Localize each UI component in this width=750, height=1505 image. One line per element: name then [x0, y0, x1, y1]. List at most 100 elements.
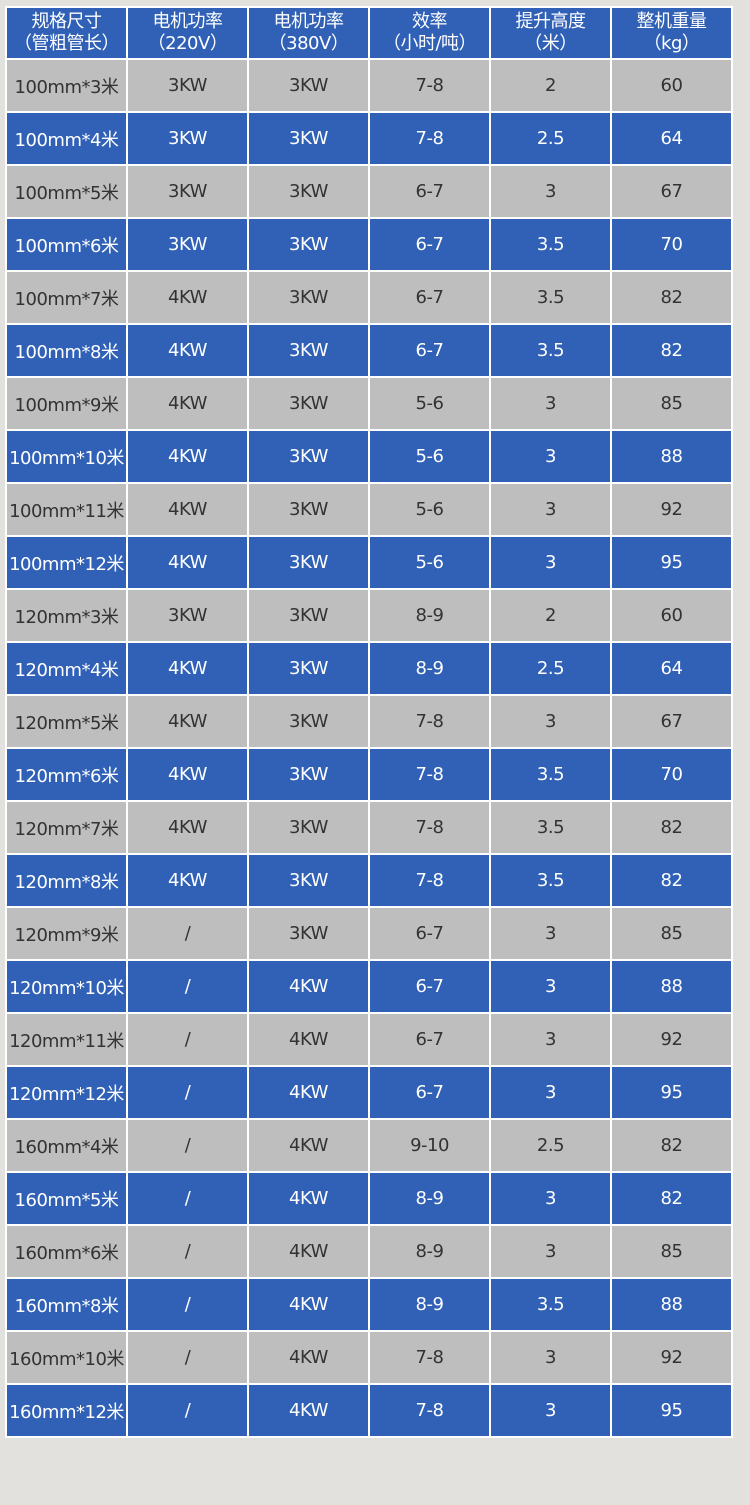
spec-table: 规格尺寸 （管粗管长） 电机功率 （220V） 电机功率 （380V） 效率 （小时/吨） 提升…: [5, 6, 733, 1438]
header-line: 规格尺寸: [31, 11, 103, 32]
table-row: 100mm*9米 4KW 3KW 5-6 3 85: [5, 376, 733, 431]
cell-weight: 64: [610, 641, 733, 696]
header-power-380v: 电机功率 （380V）: [247, 6, 370, 60]
cell-lift-height: 3: [489, 1012, 612, 1067]
cell-power-380v: 3KW: [247, 747, 370, 802]
cell-weight: 88: [610, 1277, 733, 1332]
cell-power-220v: 3KW: [126, 111, 249, 166]
cell-spec: 100mm*6米: [5, 217, 128, 272]
cell-spec: 120mm*12米: [5, 1065, 128, 1120]
table-row: 100mm*4米 3KW 3KW 7-8 2.5 64: [5, 111, 733, 166]
header-line: （管粗管长）: [14, 33, 120, 54]
cell-power-220v: 4KW: [126, 747, 249, 802]
cell-lift-height: 3: [489, 959, 612, 1014]
cell-spec: 120mm*11米: [5, 1012, 128, 1067]
cell-power-380v: 4KW: [247, 1383, 370, 1438]
cell-efficiency: 5-6: [368, 482, 491, 537]
cell-efficiency: 6-7: [368, 959, 491, 1014]
cell-spec: 100mm*4米: [5, 111, 128, 166]
header-power-220v: 电机功率 （220V）: [126, 6, 249, 60]
table-row: 100mm*12米 4KW 3KW 5-6 3 95: [5, 535, 733, 590]
cell-efficiency: 7-8: [368, 111, 491, 166]
cell-power-380v: 4KW: [247, 1171, 370, 1226]
table-row: 100mm*8米 4KW 3KW 6-7 3.5 82: [5, 323, 733, 378]
cell-power-220v: 4KW: [126, 376, 249, 431]
table-row: 100mm*5米 3KW 3KW 6-7 3 67: [5, 164, 733, 219]
header-line: 效率: [412, 11, 448, 32]
cell-power-220v: 4KW: [126, 270, 249, 325]
cell-efficiency: 9-10: [368, 1118, 491, 1173]
cell-efficiency: 7-8: [368, 1383, 491, 1438]
cell-weight: 88: [610, 429, 733, 484]
cell-power-380v: 3KW: [247, 164, 370, 219]
table-row: 100mm*11米 4KW 3KW 5-6 3 92: [5, 482, 733, 537]
cell-lift-height: 3: [489, 429, 612, 484]
header-line: 电机功率: [273, 11, 345, 32]
cell-efficiency: 6-7: [368, 164, 491, 219]
cell-lift-height: 3: [489, 694, 612, 749]
cell-weight: 67: [610, 694, 733, 749]
header-line: （380V）: [268, 33, 349, 54]
cell-power-380v: 4KW: [247, 1277, 370, 1332]
table-row: 100mm*3米 3KW 3KW 7-8 2 60: [5, 58, 733, 113]
cell-power-220v: /: [126, 1065, 249, 1120]
table-row: 120mm*5米 4KW 3KW 7-8 3 67: [5, 694, 733, 749]
cell-power-220v: 3KW: [126, 58, 249, 113]
cell-weight: 67: [610, 164, 733, 219]
cell-power-380v: 3KW: [247, 853, 370, 908]
table-row: 120mm*9米/3KW 6-7 3 85: [5, 906, 733, 961]
cell-efficiency: 6-7: [368, 1065, 491, 1120]
cell-spec: 100mm*11米: [5, 482, 128, 537]
cell-power-380v: 3KW: [247, 58, 370, 113]
cell-power-220v: /: [126, 1012, 249, 1067]
cell-power-220v: /: [126, 1277, 249, 1332]
cell-lift-height: 3: [489, 1224, 612, 1279]
cell-spec: 100mm*8米: [5, 323, 128, 378]
cell-efficiency: 7-8: [368, 747, 491, 802]
cell-efficiency: 7-8: [368, 1330, 491, 1385]
header-line: 提升高度: [515, 11, 587, 32]
cell-spec: 120mm*5米: [5, 694, 128, 749]
cell-weight: 60: [610, 58, 733, 113]
cell-power-220v: 3KW: [126, 217, 249, 272]
cell-spec: 160mm*10米: [5, 1330, 128, 1385]
cell-weight: 82: [610, 1118, 733, 1173]
cell-power-380v: 3KW: [247, 482, 370, 537]
table-row: 100mm*7米 4KW 3KW 6-7 3.5 82: [5, 270, 733, 325]
cell-lift-height: 3: [489, 1065, 612, 1120]
cell-power-380v: 4KW: [247, 1012, 370, 1067]
cell-power-220v: 3KW: [126, 588, 249, 643]
cell-power-380v: 4KW: [247, 959, 370, 1014]
cell-power-220v: 4KW: [126, 694, 249, 749]
cell-power-220v: 4KW: [126, 641, 249, 696]
cell-weight: 95: [610, 1383, 733, 1438]
cell-spec: 100mm*7米: [5, 270, 128, 325]
cell-spec: 120mm*7米: [5, 800, 128, 855]
cell-lift-height: 3.5: [489, 853, 612, 908]
cell-weight: 60: [610, 588, 733, 643]
cell-spec: 160mm*8米: [5, 1277, 128, 1332]
cell-lift-height: 2.5: [489, 111, 612, 166]
cell-power-220v: /: [126, 906, 249, 961]
cell-weight: 92: [610, 482, 733, 537]
cell-power-380v: 3KW: [247, 800, 370, 855]
cell-weight: 92: [610, 1330, 733, 1385]
table-row: 120mm*4米 4KW 3KW 8-9 2.5 64: [5, 641, 733, 696]
cell-spec: 120mm*8米: [5, 853, 128, 908]
cell-spec: 160mm*12米: [5, 1383, 128, 1438]
cell-power-380v: 4KW: [247, 1065, 370, 1120]
cell-power-380v: 4KW: [247, 1330, 370, 1385]
cell-lift-height: 3.5: [489, 270, 612, 325]
cell-power-380v: 3KW: [247, 694, 370, 749]
table-row: 120mm*8米 4KW 3KW 7-8 3.5 82: [5, 853, 733, 908]
cell-spec: 160mm*4米: [5, 1118, 128, 1173]
cell-weight: 82: [610, 270, 733, 325]
cell-lift-height: 3: [489, 1330, 612, 1385]
header-line: （kg）: [643, 33, 700, 54]
cell-weight: 64: [610, 111, 733, 166]
cell-spec: 100mm*12米: [5, 535, 128, 590]
cell-power-380v: 3KW: [247, 588, 370, 643]
cell-lift-height: 3.5: [489, 800, 612, 855]
cell-spec: 120mm*4米: [5, 641, 128, 696]
header-line: （米）: [524, 33, 577, 54]
